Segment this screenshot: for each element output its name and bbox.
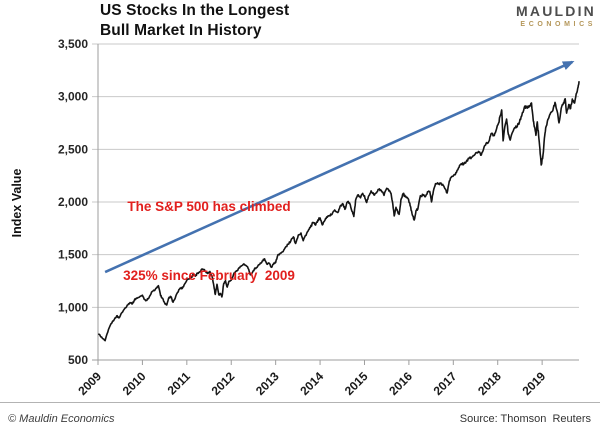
y-tick-label: 1,500 bbox=[58, 248, 88, 262]
y-axis-title: Index Value bbox=[10, 168, 24, 238]
page-title: US Stocks In the Longest Bull Market In … bbox=[100, 1, 289, 41]
logo-subtitle: ECONOMICS bbox=[520, 21, 596, 28]
y-tick-label: 500 bbox=[68, 353, 88, 367]
copyright-text: © Mauldin Economics bbox=[8, 413, 115, 425]
y-tick-label: 2,000 bbox=[58, 195, 88, 209]
title-line-1: US Stocks In the Longest bbox=[100, 2, 290, 19]
price-line bbox=[98, 81, 580, 342]
source-text: Source: Thomson Reuters bbox=[459, 413, 591, 425]
y-tick-label: 3,000 bbox=[58, 90, 88, 104]
x-tick-label: 2013 bbox=[253, 369, 282, 398]
title-line-2: Bull Market In History bbox=[100, 22, 262, 39]
x-tick-label: 2017 bbox=[431, 369, 460, 398]
trend-arrow bbox=[104, 60, 575, 274]
x-tick-label: 2019 bbox=[519, 369, 548, 398]
annotation: The S&P 500 has climbed 325% since Febru… bbox=[100, 149, 318, 333]
y-tick-label: 1,000 bbox=[58, 300, 88, 314]
footer-bar: © Mauldin Economics Source: Thomson Reut… bbox=[0, 402, 600, 433]
x-tick-label: 2018 bbox=[475, 369, 504, 398]
mauldin-logo: MAULDIN ECONOMICS bbox=[516, 4, 596, 28]
chart-canvas: 500 1,000 1,500 2,000 2,500 3,000 3,500 2009 201… bbox=[58, 37, 580, 398]
x-tick-label: 2016 bbox=[386, 369, 415, 398]
logo-wordmark: MAULDIN bbox=[516, 3, 596, 19]
x-tick-label: 2015 bbox=[342, 369, 371, 398]
x-tick-label: 2012 bbox=[209, 369, 238, 398]
y-tick-label: 3,500 bbox=[58, 37, 88, 51]
x-tick-label: 2010 bbox=[120, 369, 149, 398]
x-tick-label: 2011 bbox=[165, 369, 194, 398]
annotation-line-1: The S&P 500 has climbed bbox=[127, 199, 291, 214]
x-tick-label: 2009 bbox=[75, 369, 104, 398]
x-tick-label: 2014 bbox=[297, 369, 326, 398]
annotation-line-2: 325% since February 2009 bbox=[123, 268, 295, 283]
y-tick-label: 2,500 bbox=[58, 142, 88, 156]
